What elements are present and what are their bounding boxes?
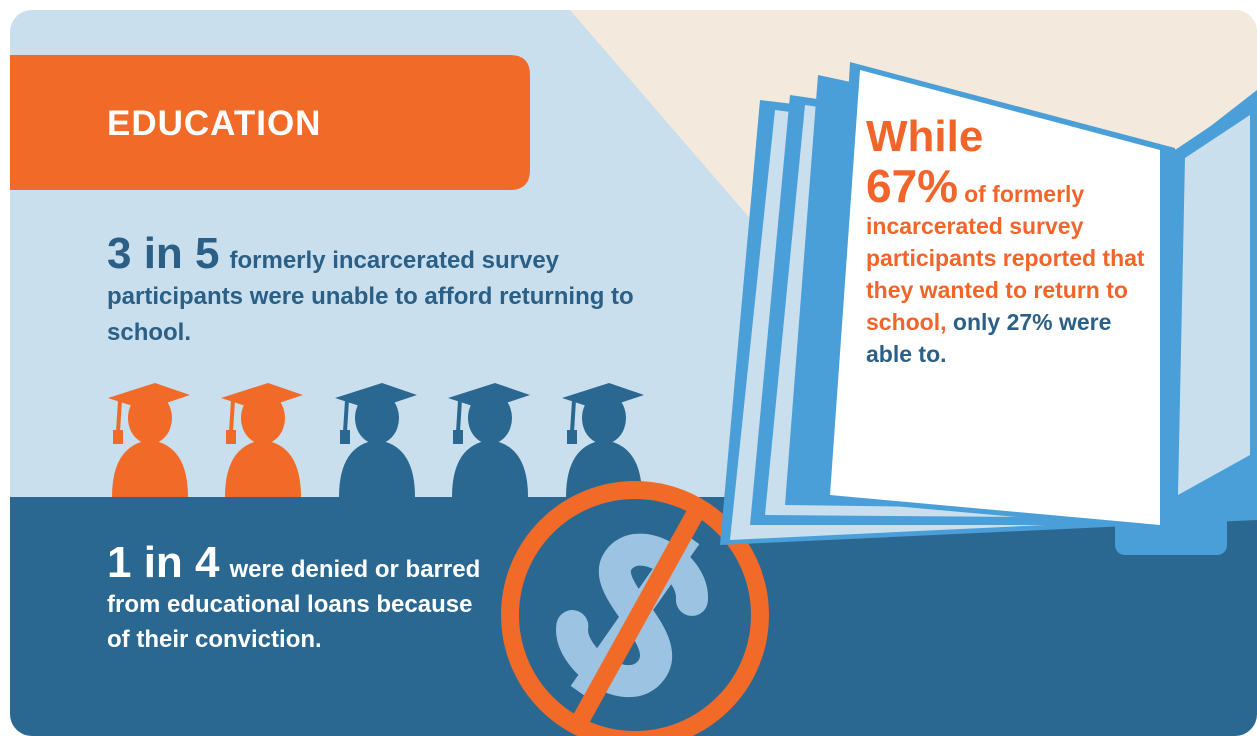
icon-part <box>345 400 347 432</box>
infographic: EDUCATION 3 in 5formerly incarcerated su… <box>0 0 1257 736</box>
icon-part <box>572 400 574 432</box>
icon-part <box>226 430 236 444</box>
icon-part <box>113 430 123 444</box>
book-text: While 67%of formerly incarcerated survey… <box>866 112 1156 370</box>
title: EDUCATION <box>107 104 321 144</box>
icon-part <box>567 430 577 444</box>
icon-part <box>231 400 233 432</box>
icon-part <box>118 400 120 432</box>
icon-part <box>340 430 350 444</box>
icon-part <box>458 400 460 432</box>
stat-figure: 3 in 5 <box>107 229 220 278</box>
book-lead: While <box>866 112 1156 162</box>
stat-figure: 1 in 4 <box>107 538 220 587</box>
icon-part <box>453 430 463 444</box>
book-figure: 67% <box>866 160 958 212</box>
